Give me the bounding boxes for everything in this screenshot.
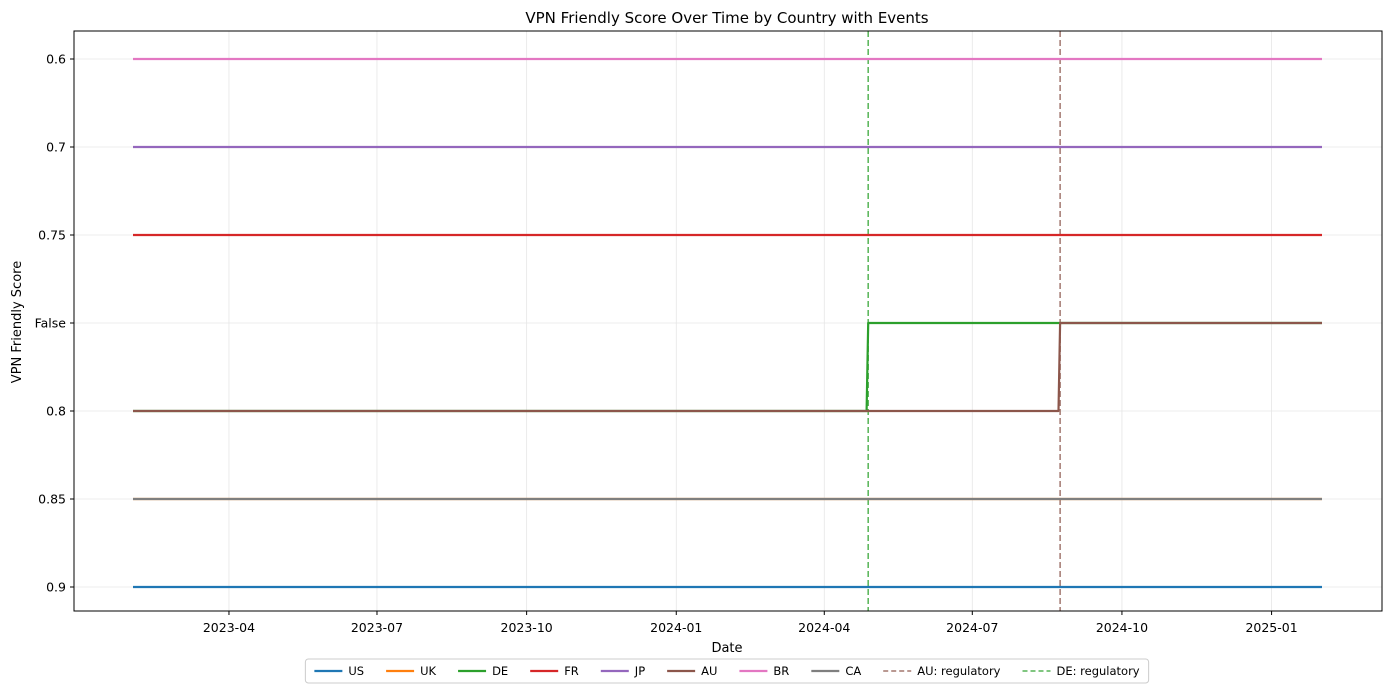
y-tick-label: 0.75 bbox=[38, 228, 66, 243]
legend-label: AU bbox=[701, 664, 717, 678]
plot-area-frame bbox=[73, 30, 1383, 612]
legend-label: JP bbox=[634, 664, 645, 678]
x-tick-label: 2024-01 bbox=[650, 620, 702, 635]
x-tick-label: 2024-07 bbox=[946, 620, 998, 635]
chart-title: VPN Friendly Score Over Time by Country … bbox=[525, 9, 928, 27]
x-tick-label: 2023-10 bbox=[501, 620, 553, 635]
legend-box bbox=[304, 658, 1150, 684]
event-lines bbox=[867, 31, 1061, 611]
legend-label: US bbox=[348, 664, 364, 678]
legend-label: AU: regulatory bbox=[917, 664, 1000, 678]
x-axis-ticks: 2023-04 2023-07 2023-10 2024-01 2024-04 2024-… bbox=[203, 611, 1298, 635]
legend: US UK DE FR JP AU BR CA AU: regulatory DE: regula… bbox=[304, 658, 1150, 684]
y-tick-label: 0.6 bbox=[46, 52, 66, 67]
y-tick-label: 0.9 bbox=[46, 580, 66, 595]
y-axis-ticks: 0.6 0.7 0.75 False 0.8 0.85 0.9 bbox=[35, 52, 74, 595]
x-tick-label: 2025-01 bbox=[1245, 620, 1297, 635]
y-axis-label: VPN Friendly Score bbox=[10, 261, 25, 383]
y-tick-label: 0.85 bbox=[38, 492, 66, 507]
y-tick-label: 0.7 bbox=[46, 140, 66, 155]
series-lines bbox=[133, 57, 1322, 589]
legend-label: DE: regulatory bbox=[1057, 664, 1140, 678]
series-line-au bbox=[133, 321, 1322, 413]
legend-label: BR bbox=[773, 664, 789, 678]
y-tick-label: False bbox=[35, 316, 67, 331]
x-tick-label: 2024-10 bbox=[1096, 620, 1148, 635]
y-tick-label: 0.8 bbox=[46, 404, 66, 419]
x-axis-label: Date bbox=[711, 641, 742, 656]
x-tick-label: 2023-04 bbox=[203, 620, 255, 635]
legend-label: UK bbox=[420, 664, 436, 678]
legend-label: FR bbox=[564, 664, 579, 678]
legend-label: DE bbox=[492, 664, 508, 678]
legend-label: CA bbox=[845, 664, 861, 678]
x-tick-label: 2024-04 bbox=[798, 620, 850, 635]
x-tick-label: 2023-07 bbox=[351, 620, 403, 635]
